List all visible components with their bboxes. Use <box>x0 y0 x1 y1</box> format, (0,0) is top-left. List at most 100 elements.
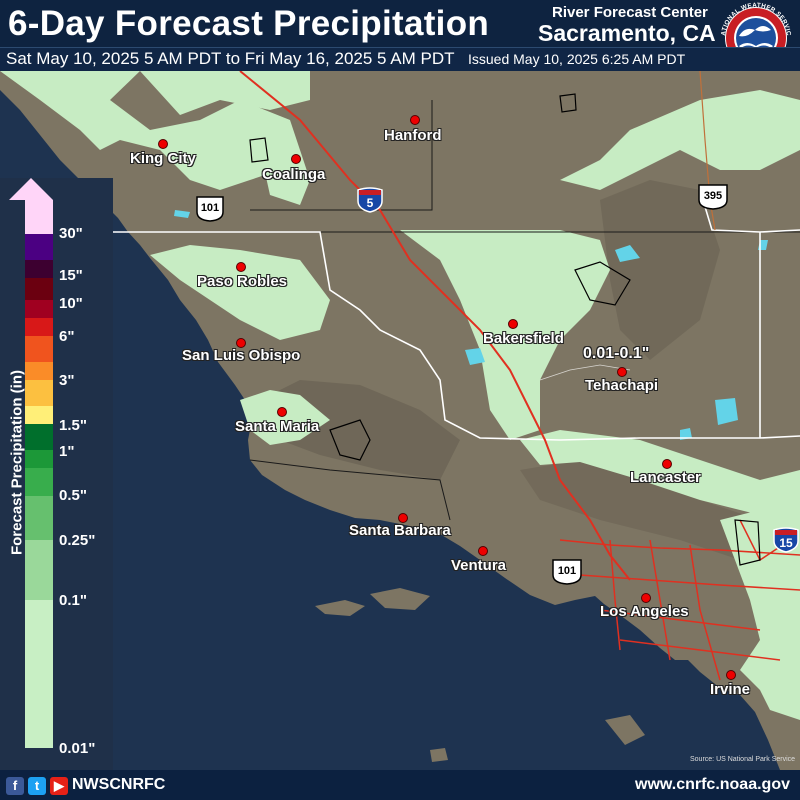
legend-colorbar <box>0 178 113 770</box>
legend-bin <box>25 406 53 424</box>
city-label: Bakersfield <box>483 330 564 347</box>
lake <box>615 245 640 262</box>
city-label: Irvine <box>710 681 751 698</box>
svg-text:101: 101 <box>201 202 219 214</box>
city-marker <box>641 593 651 603</box>
legend-bin <box>25 540 53 600</box>
legend: 30" 15" 10" 6" 3" 1.5" 1" 0.5" 0.25" 0.1… <box>0 178 113 770</box>
website-link[interactable]: www.cnrfc.noaa.gov <box>635 776 790 793</box>
city-label: Tehachapi <box>585 377 659 394</box>
legend-bin <box>25 200 53 234</box>
highway-395 <box>699 71 716 231</box>
legend-tick-label: 3" <box>59 372 75 389</box>
island <box>315 600 365 616</box>
map-title: 6-Day Forecast Precipitation <box>8 4 490 43</box>
legend-tick-label: 1.5" <box>59 417 87 434</box>
subtitle-bar: Sat May 10, 2025 5 AM PDT to Fri May 16,… <box>0 47 800 71</box>
city-marker <box>508 319 518 329</box>
city-label: Santa Barbara <box>349 522 451 539</box>
precip-area <box>720 500 800 720</box>
city-marker <box>236 262 246 272</box>
center-location: Sacramento, CA <box>538 20 716 46</box>
legend-tick-label: 6" <box>59 328 75 345</box>
precip-area <box>0 71 300 190</box>
county-border <box>250 100 433 211</box>
us-highway-shield: 101 <box>552 559 582 585</box>
island <box>430 748 448 762</box>
twitter-icon[interactable]: t <box>28 777 46 795</box>
forecast-area-border <box>699 189 800 233</box>
svg-text:15: 15 <box>779 536 793 550</box>
city-marker <box>291 154 301 164</box>
city-marker <box>410 115 420 125</box>
city-marker <box>662 459 672 469</box>
legend-bin <box>25 450 53 468</box>
city-label: Ventura <box>451 557 507 574</box>
city-label: Paso Robles <box>197 273 288 290</box>
precip-area <box>400 230 610 440</box>
header: 6-Day Forecast Precipitation River Forec… <box>0 0 800 71</box>
legend-bin <box>25 260 53 278</box>
center-name: River Forecast Center <box>552 4 708 21</box>
facebook-icon[interactable]: f <box>6 777 24 795</box>
svg-text:101: 101 <box>558 565 576 577</box>
legend-tick-label: 0.1" <box>59 592 87 609</box>
city-label: Los Angeles <box>600 603 689 620</box>
precipitation-map <box>0 71 800 770</box>
city-label: Lancaster <box>630 469 701 486</box>
city-marker <box>726 670 736 680</box>
legend-arrow <box>9 178 53 200</box>
island <box>605 715 645 745</box>
footer: f t ▶ NWSCNRFC www.cnrfc.noaa.gov <box>0 770 800 800</box>
interstate-shield: 15 <box>773 527 799 553</box>
legend-bin <box>25 234 53 260</box>
precip-area <box>240 390 330 445</box>
county-outline <box>574 261 631 306</box>
city-marker <box>158 139 168 149</box>
county-outline <box>249 137 269 163</box>
city-label: Santa Maria <box>235 418 320 435</box>
forecast-period: Sat May 10, 2025 5 AM PDT to Fri May 16,… <box>6 49 455 68</box>
precip-area <box>520 430 800 520</box>
county-border <box>249 459 451 521</box>
contour-label: 0.01-0.1" <box>583 345 650 362</box>
county-outline <box>559 93 577 113</box>
legend-tick-label: 15" <box>59 267 83 284</box>
precip-area <box>560 90 800 190</box>
city-marker <box>617 367 627 377</box>
legend-tick-label: 30" <box>59 225 83 242</box>
map-credit: Source: US National Park Service <box>690 756 796 763</box>
precip-area <box>150 245 330 340</box>
interstate-5 <box>239 71 631 581</box>
city-label: King City <box>130 150 196 167</box>
youtube-icon[interactable]: ▶ <box>50 777 68 795</box>
precip-area <box>140 71 310 115</box>
city-label: Coalinga <box>262 166 326 183</box>
mountain-shading <box>600 180 720 360</box>
legend-bin <box>25 300 53 318</box>
city-marker <box>236 338 246 348</box>
legend-bin <box>25 278 53 300</box>
precip-contour <box>539 364 631 381</box>
lake <box>680 428 692 440</box>
legend-bin <box>25 600 53 748</box>
city-marker <box>277 407 287 417</box>
city-label: San Luis Obispo <box>182 347 301 364</box>
lake <box>715 398 738 425</box>
legend-title: Forecast Precipitation (in) <box>8 369 26 556</box>
legend-tick-label: 10" <box>59 295 83 312</box>
legend-bin <box>25 496 53 540</box>
lake <box>174 210 190 218</box>
svg-text:395: 395 <box>704 190 722 202</box>
svg-text:5: 5 <box>367 196 374 210</box>
legend-tick-label: 1" <box>59 443 75 460</box>
legend-tick-label: 0.01" <box>59 740 96 757</box>
issued-time: Issued May 10, 2025 6:25 AM PDT <box>468 51 686 67</box>
city-marker <box>478 546 488 556</box>
us-highway-shield: 101 <box>196 196 224 222</box>
city-label: Hanford <box>384 127 442 144</box>
legend-bin <box>25 380 53 406</box>
county-outline <box>734 519 761 566</box>
lake <box>465 348 485 365</box>
social-handle[interactable]: NWSCNRFC <box>72 776 166 793</box>
